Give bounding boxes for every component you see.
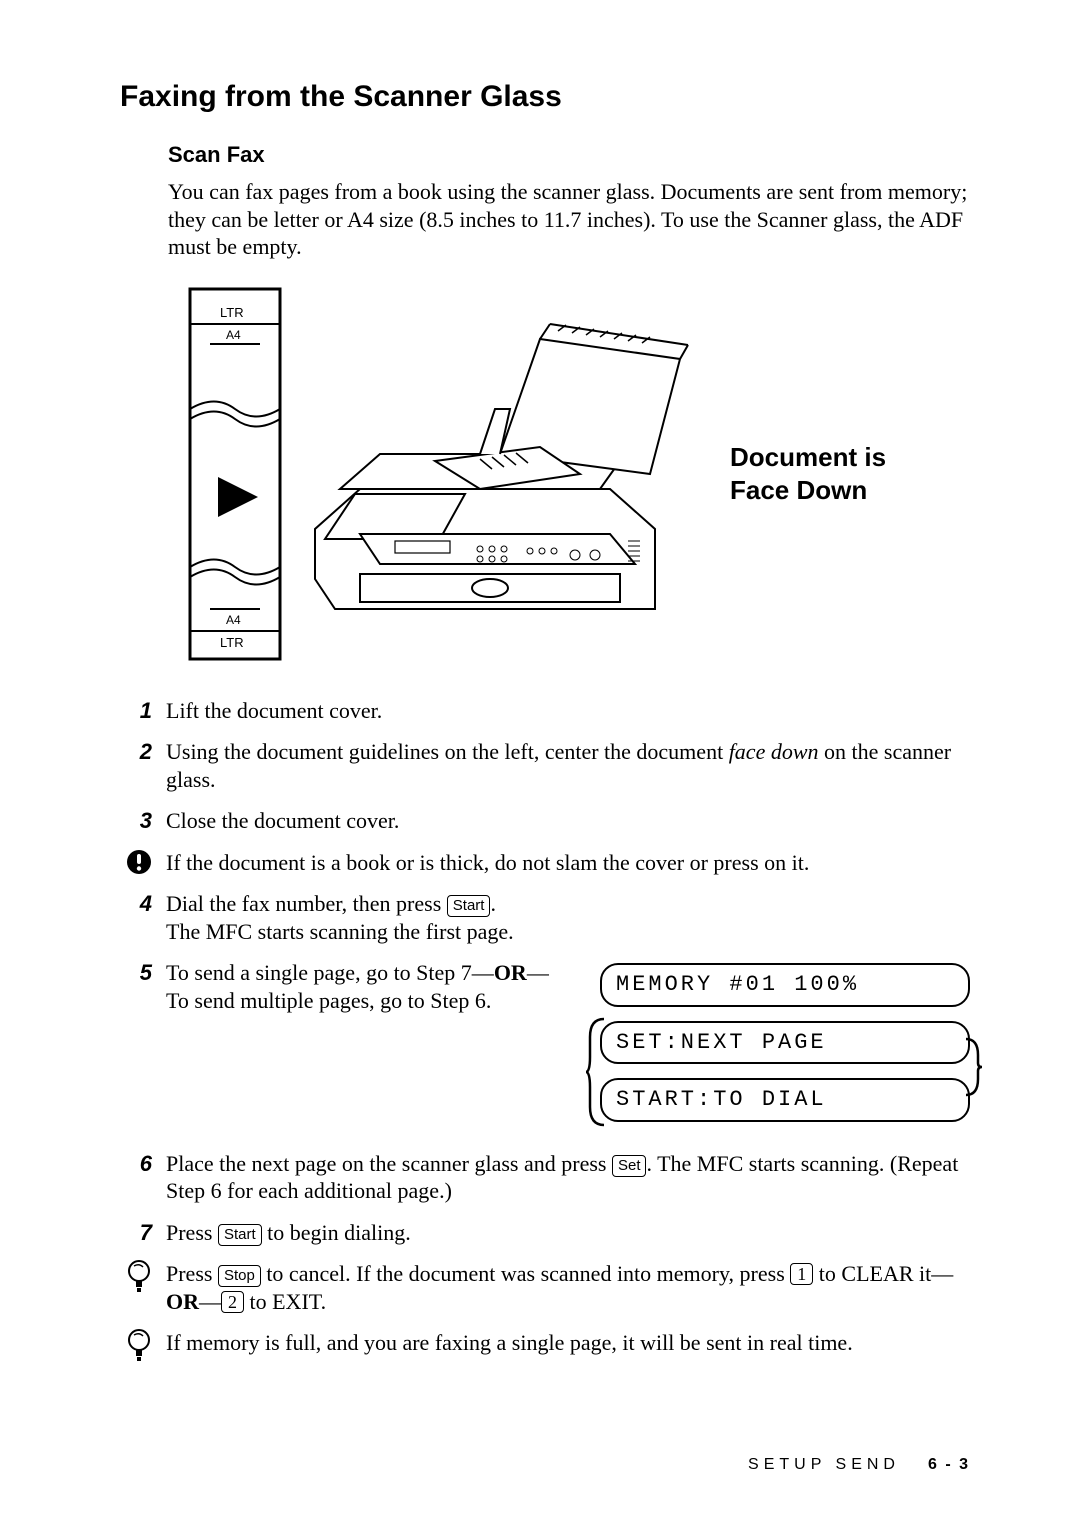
set-key: Set <box>612 1155 647 1177</box>
face-down-l2: Face Down <box>730 475 867 505</box>
caution-text: If the document is a book or is thick, d… <box>166 849 970 877</box>
step-6-text: Place the next page on the scanner glass… <box>166 1150 970 1205</box>
key-1: 1 <box>790 1263 813 1285</box>
start-key-2: Start <box>218 1224 262 1246</box>
page-footer: SETUP SEND 6 - 3 <box>748 1456 970 1474</box>
guide-ltr-bot: LTR <box>220 635 244 650</box>
footer-section: SETUP SEND <box>748 1456 900 1473</box>
step-3-text: Close the document cover. <box>166 807 970 835</box>
face-down-l1: Document is <box>730 442 886 472</box>
lcd-line-3: START:TO DIAL <box>600 1078 970 1122</box>
steps-list: 1 Lift the document cover. 2 Using the d… <box>120 697 970 1364</box>
step-5-row: To send a single page, go to Step 7—OR— … <box>166 959 970 1136</box>
guide-a4-bot: A4 <box>226 613 241 627</box>
caution-icon <box>120 849 152 875</box>
intro-paragraph: You can fax pages from a book using the … <box>168 178 970 261</box>
step-6-num: 6 <box>120 1150 152 1178</box>
step-7-text: Press Start to begin dialing. <box>166 1219 970 1247</box>
step-5-num: 5 <box>120 959 152 987</box>
step-1-num: 1 <box>120 697 152 725</box>
step-3-num: 3 <box>120 807 152 835</box>
lcd-bracket-right-icon <box>966 1037 982 1097</box>
step-4-num: 4 <box>120 890 152 918</box>
section-title: Faxing from the Scanner Glass <box>120 80 970 114</box>
lcd-line-2: SET:NEXT PAGE <box>600 1021 970 1065</box>
figure-row: LTR A4 A4 LTR <box>180 279 970 669</box>
lcd-bracket-icon <box>586 1017 606 1127</box>
step-2-text: Using the document guidelines on the lef… <box>166 738 970 793</box>
step-4-text: Dial the fax number, then press Start. T… <box>166 890 970 945</box>
step-1-text: Lift the document cover. <box>166 697 970 725</box>
tip-1-text: Press Stop to cancel. If the document wa… <box>166 1260 970 1315</box>
lcd-line-1: MEMORY #01 100% <box>600 963 970 1007</box>
face-down-label: Document is Face Down <box>730 441 886 506</box>
scanner-illustration: LTR A4 A4 LTR <box>180 279 700 669</box>
guide-a4-top: A4 <box>226 328 241 342</box>
step-2-num: 2 <box>120 738 152 766</box>
stop-key: Stop <box>218 1265 261 1287</box>
tip-2-text: If memory is full, and you are faxing a … <box>166 1329 970 1357</box>
footer-page: 6 - 3 <box>928 1456 970 1473</box>
key-2: 2 <box>221 1291 244 1313</box>
lightbulb-icon-2 <box>120 1329 152 1363</box>
guide-ltr-top: LTR <box>220 305 244 320</box>
lcd-stack: MEMORY #01 100% SET:NEXT PAGE START:TO D… <box>600 959 970 1136</box>
step-7-num: 7 <box>120 1219 152 1247</box>
step-5-text: To send a single page, go to Step 7—OR— … <box>166 959 580 1014</box>
lightbulb-icon <box>120 1260 152 1294</box>
start-key: Start <box>447 895 491 917</box>
sub-title: Scan Fax <box>168 142 970 168</box>
